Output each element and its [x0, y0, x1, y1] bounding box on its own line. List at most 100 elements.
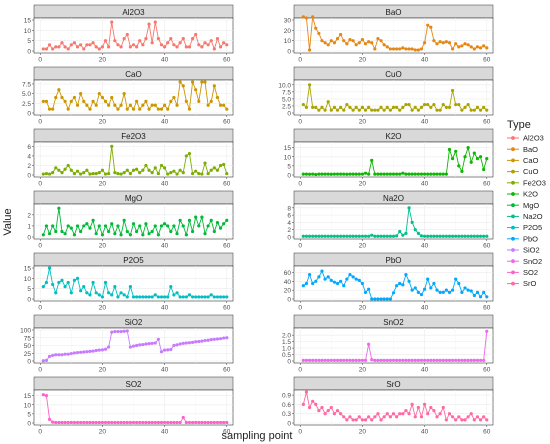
data-point — [416, 358, 420, 362]
x-tick-label: 60 — [483, 243, 491, 250]
data-point — [429, 172, 433, 176]
data-point — [391, 291, 396, 295]
data-point — [44, 224, 49, 228]
data-point — [88, 349, 92, 353]
data-point — [413, 48, 417, 52]
data-point — [135, 420, 139, 425]
data-point — [398, 412, 402, 416]
legend-item-cao: CaO — [507, 156, 539, 165]
data-point — [329, 405, 333, 410]
data-point — [472, 234, 476, 238]
strip-label: SO2 — [125, 380, 142, 389]
x-tick-label: 40 — [421, 181, 429, 188]
data-point — [79, 92, 83, 96]
data-point — [222, 336, 226, 340]
data-point — [326, 234, 330, 238]
data-point — [339, 105, 343, 109]
data-point — [54, 420, 58, 425]
data-point — [51, 282, 55, 287]
data-point — [175, 420, 179, 425]
data-point — [323, 277, 327, 281]
y-tick-label: 15 — [24, 266, 32, 273]
data-point — [395, 415, 399, 419]
data-point — [141, 420, 145, 425]
data-point — [413, 228, 417, 232]
data-point — [225, 171, 229, 176]
data-point — [107, 45, 111, 49]
data-point — [382, 415, 386, 419]
data-point — [94, 45, 98, 49]
data-point — [181, 84, 185, 88]
data-point — [41, 99, 45, 103]
data-point — [450, 415, 455, 419]
legend-label: CaO — [523, 156, 539, 165]
data-point — [478, 358, 483, 362]
data-point — [172, 343, 176, 348]
legend-marker — [511, 192, 515, 196]
data-point — [47, 417, 52, 421]
legend-item-k2o: K2O — [507, 190, 538, 199]
data-point — [218, 420, 223, 425]
data-point — [85, 103, 89, 107]
data-point — [103, 99, 108, 103]
data-point — [454, 149, 458, 153]
legend-item-so2: SO2 — [507, 268, 538, 277]
data-point — [482, 415, 486, 419]
data-point — [304, 234, 309, 238]
data-point — [314, 234, 318, 238]
data-point — [178, 295, 182, 299]
data-point — [432, 39, 436, 43]
data-point — [138, 39, 142, 43]
y-tick-label: 1.0 — [282, 346, 291, 353]
data-point — [125, 420, 129, 425]
data-point — [354, 358, 358, 362]
data-point — [460, 290, 464, 294]
data-point — [162, 103, 167, 107]
data-point — [385, 297, 389, 301]
y-tick-label: 2.5 — [282, 103, 291, 110]
data-point — [212, 420, 216, 425]
legend-label: K2O — [523, 190, 538, 199]
data-point — [88, 172, 92, 176]
data-point — [357, 415, 361, 419]
data-point — [184, 295, 188, 299]
data-point — [422, 402, 427, 406]
x-tick-label: 60 — [483, 367, 491, 374]
panel-bao: BaO 0 10 20 30 0 20 40 60 — [284, 4, 494, 64]
data-point — [351, 234, 355, 238]
data-point — [320, 358, 324, 362]
data-point — [360, 418, 365, 422]
data-point — [395, 284, 399, 288]
data-point — [326, 100, 330, 104]
legend-marker — [511, 270, 515, 275]
data-point — [75, 351, 80, 355]
y-tick-label: 4 — [27, 153, 31, 160]
data-point — [200, 295, 204, 299]
data-point — [162, 348, 167, 352]
data-point — [194, 32, 198, 37]
data-point — [209, 338, 213, 342]
data-point — [41, 393, 45, 397]
data-point — [382, 43, 386, 47]
data-point — [320, 172, 324, 176]
data-point — [110, 144, 114, 148]
data-point — [463, 358, 467, 362]
data-point — [69, 351, 73, 356]
data-point — [203, 161, 207, 165]
data-point — [367, 40, 371, 44]
data-point — [332, 105, 337, 109]
data-point — [187, 218, 192, 222]
x-tick-label: 20 — [99, 243, 107, 250]
data-point — [323, 234, 327, 238]
data-point — [44, 358, 49, 362]
data-point — [138, 171, 142, 175]
data-point — [395, 105, 399, 109]
data-point — [367, 172, 371, 176]
data-point — [404, 172, 408, 176]
legend-marker — [511, 248, 515, 252]
data-point — [79, 420, 83, 425]
data-point — [178, 342, 182, 346]
y-tick-label: 5 — [27, 411, 31, 418]
data-point — [175, 45, 179, 49]
x-tick-label: 20 — [99, 367, 107, 374]
